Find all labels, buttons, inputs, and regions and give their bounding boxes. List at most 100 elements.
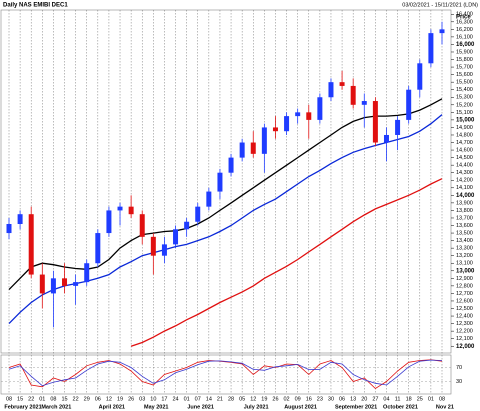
x-tick-label: 19: [261, 396, 267, 402]
x-tick-label: 29: [84, 396, 90, 402]
month-label: May 2021: [144, 404, 168, 410]
moving-average: [8, 114, 443, 325]
x-tick-label: 24: [172, 396, 178, 402]
x-tick-label: 20: [361, 396, 367, 402]
candle-body: [439, 29, 445, 34]
y-tick-label: 16,400: [456, 12, 473, 18]
y-tick-label: 12,300: [456, 321, 473, 327]
x-tick-label: 02: [284, 396, 290, 402]
y-tick-label: 14,900: [456, 125, 473, 131]
y-tick-label: 13,000: [456, 268, 475, 274]
x-tick-label: 27: [372, 396, 378, 402]
candle-body: [406, 89, 412, 120]
month-label: February 2021: [4, 404, 41, 410]
y-tick-label: 13,600: [456, 223, 473, 229]
month-label: Nov 21: [436, 404, 454, 410]
x-tick-label: 22: [28, 396, 34, 402]
x-tick-label: 28: [228, 396, 234, 402]
x-tick-label: 06: [339, 396, 345, 402]
candle-body: [417, 63, 423, 90]
y-tick-label: 12,100: [456, 336, 473, 342]
y-tick-label: 13,200: [456, 253, 473, 259]
oscillator-line: [8, 359, 443, 387]
y-tick-label: 12,000: [456, 344, 475, 350]
y-tick-label: 13,400: [456, 238, 473, 244]
x-tick-label: 09: [295, 396, 301, 402]
candle-body: [261, 127, 267, 154]
candle-body: [95, 233, 101, 264]
y-tick-label: 14,600: [456, 148, 473, 154]
x-tick-label: 19: [117, 396, 123, 402]
candle-body: [228, 157, 234, 173]
candle-body: [195, 206, 201, 222]
candle-body: [161, 244, 167, 256]
candle-body: [428, 33, 434, 64]
oscillator-panel: [0, 354, 452, 395]
y-tick-label: 15,000: [456, 117, 475, 123]
x-tick-label: 08: [50, 396, 56, 402]
month-label: June 2021: [187, 404, 214, 410]
candle-body: [128, 206, 134, 215]
x-tick-label: 08: [6, 396, 12, 402]
x-tick-label: 26: [128, 396, 134, 402]
main-panel: [0, 9, 452, 354]
x-tick-label: 14: [206, 396, 212, 402]
y-tick-label: 12,600: [456, 298, 473, 304]
x-tick-label: 01: [184, 396, 190, 402]
x-tick-label: 11: [395, 396, 401, 402]
month-label: September 2021: [335, 404, 377, 410]
y-tick-label: 15,500: [456, 80, 473, 86]
x-tick-label: 04: [383, 396, 389, 402]
y-tick-label: 14,400: [456, 163, 473, 169]
x-tick-label: 15: [61, 396, 67, 402]
y-tick-label: 16,200: [456, 27, 473, 33]
candle-body: [361, 101, 367, 105]
candle-body: [206, 191, 212, 207]
x-tick-label: 30: [328, 396, 334, 402]
y-tick-label: 16,300: [456, 19, 473, 25]
y-tick-label: 12,900: [456, 276, 473, 282]
y-axis-label: Price: [456, 15, 471, 21]
y-tick-label: 13,500: [456, 231, 473, 237]
candle-body: [184, 221, 190, 230]
x-tick-label: 03: [139, 396, 145, 402]
y-tick-label: 14,200: [456, 178, 473, 184]
x-tick-label: 01: [428, 396, 434, 402]
y-tick-label: 12,200: [456, 329, 473, 335]
y-tick-label: 15,100: [456, 110, 473, 116]
x-tick-label: 12: [250, 396, 256, 402]
y-tick-label: 13,300: [456, 246, 473, 252]
month-label: March 2021: [41, 404, 71, 410]
x-tick-label: 18: [406, 396, 412, 402]
candle-body: [6, 224, 12, 234]
x-tick-label: 07: [195, 396, 201, 402]
month-label: October 2021: [383, 404, 418, 410]
x-tick-label: 17: [161, 396, 167, 402]
moving-average: [8, 98, 443, 291]
y-tick-label: 13,700: [456, 215, 473, 221]
x-tick-label: 16: [306, 396, 312, 402]
y-tick-label: 12,800: [456, 283, 473, 289]
candle-body: [328, 82, 334, 98]
candle-body: [28, 214, 34, 275]
x-tick-label: 25: [417, 396, 423, 402]
x-tick-label: 01: [39, 396, 45, 402]
y-tick-label: 15,600: [456, 72, 473, 78]
y-tick-label: 15,300: [456, 95, 473, 101]
x-tick-label: 22: [73, 396, 79, 402]
candle-body: [372, 101, 378, 143]
x-tick-label: 26: [272, 396, 278, 402]
y-tick-label: 14,800: [456, 132, 473, 138]
y-tick-label: 15,400: [456, 87, 473, 93]
month-label: August 2021: [284, 404, 317, 410]
candle-body: [317, 97, 323, 120]
y-tick-label: 15,700: [456, 65, 473, 71]
oscillator-tick-label: 70: [456, 365, 462, 371]
y-tick-label: 12,500: [456, 306, 473, 312]
candle-body: [284, 116, 290, 132]
y-tick-label: 13,100: [456, 261, 473, 267]
y-tick-label: 14,300: [456, 170, 473, 176]
y-tick-label: 16,000: [456, 42, 475, 48]
y-tick-label: 13,800: [456, 208, 473, 214]
